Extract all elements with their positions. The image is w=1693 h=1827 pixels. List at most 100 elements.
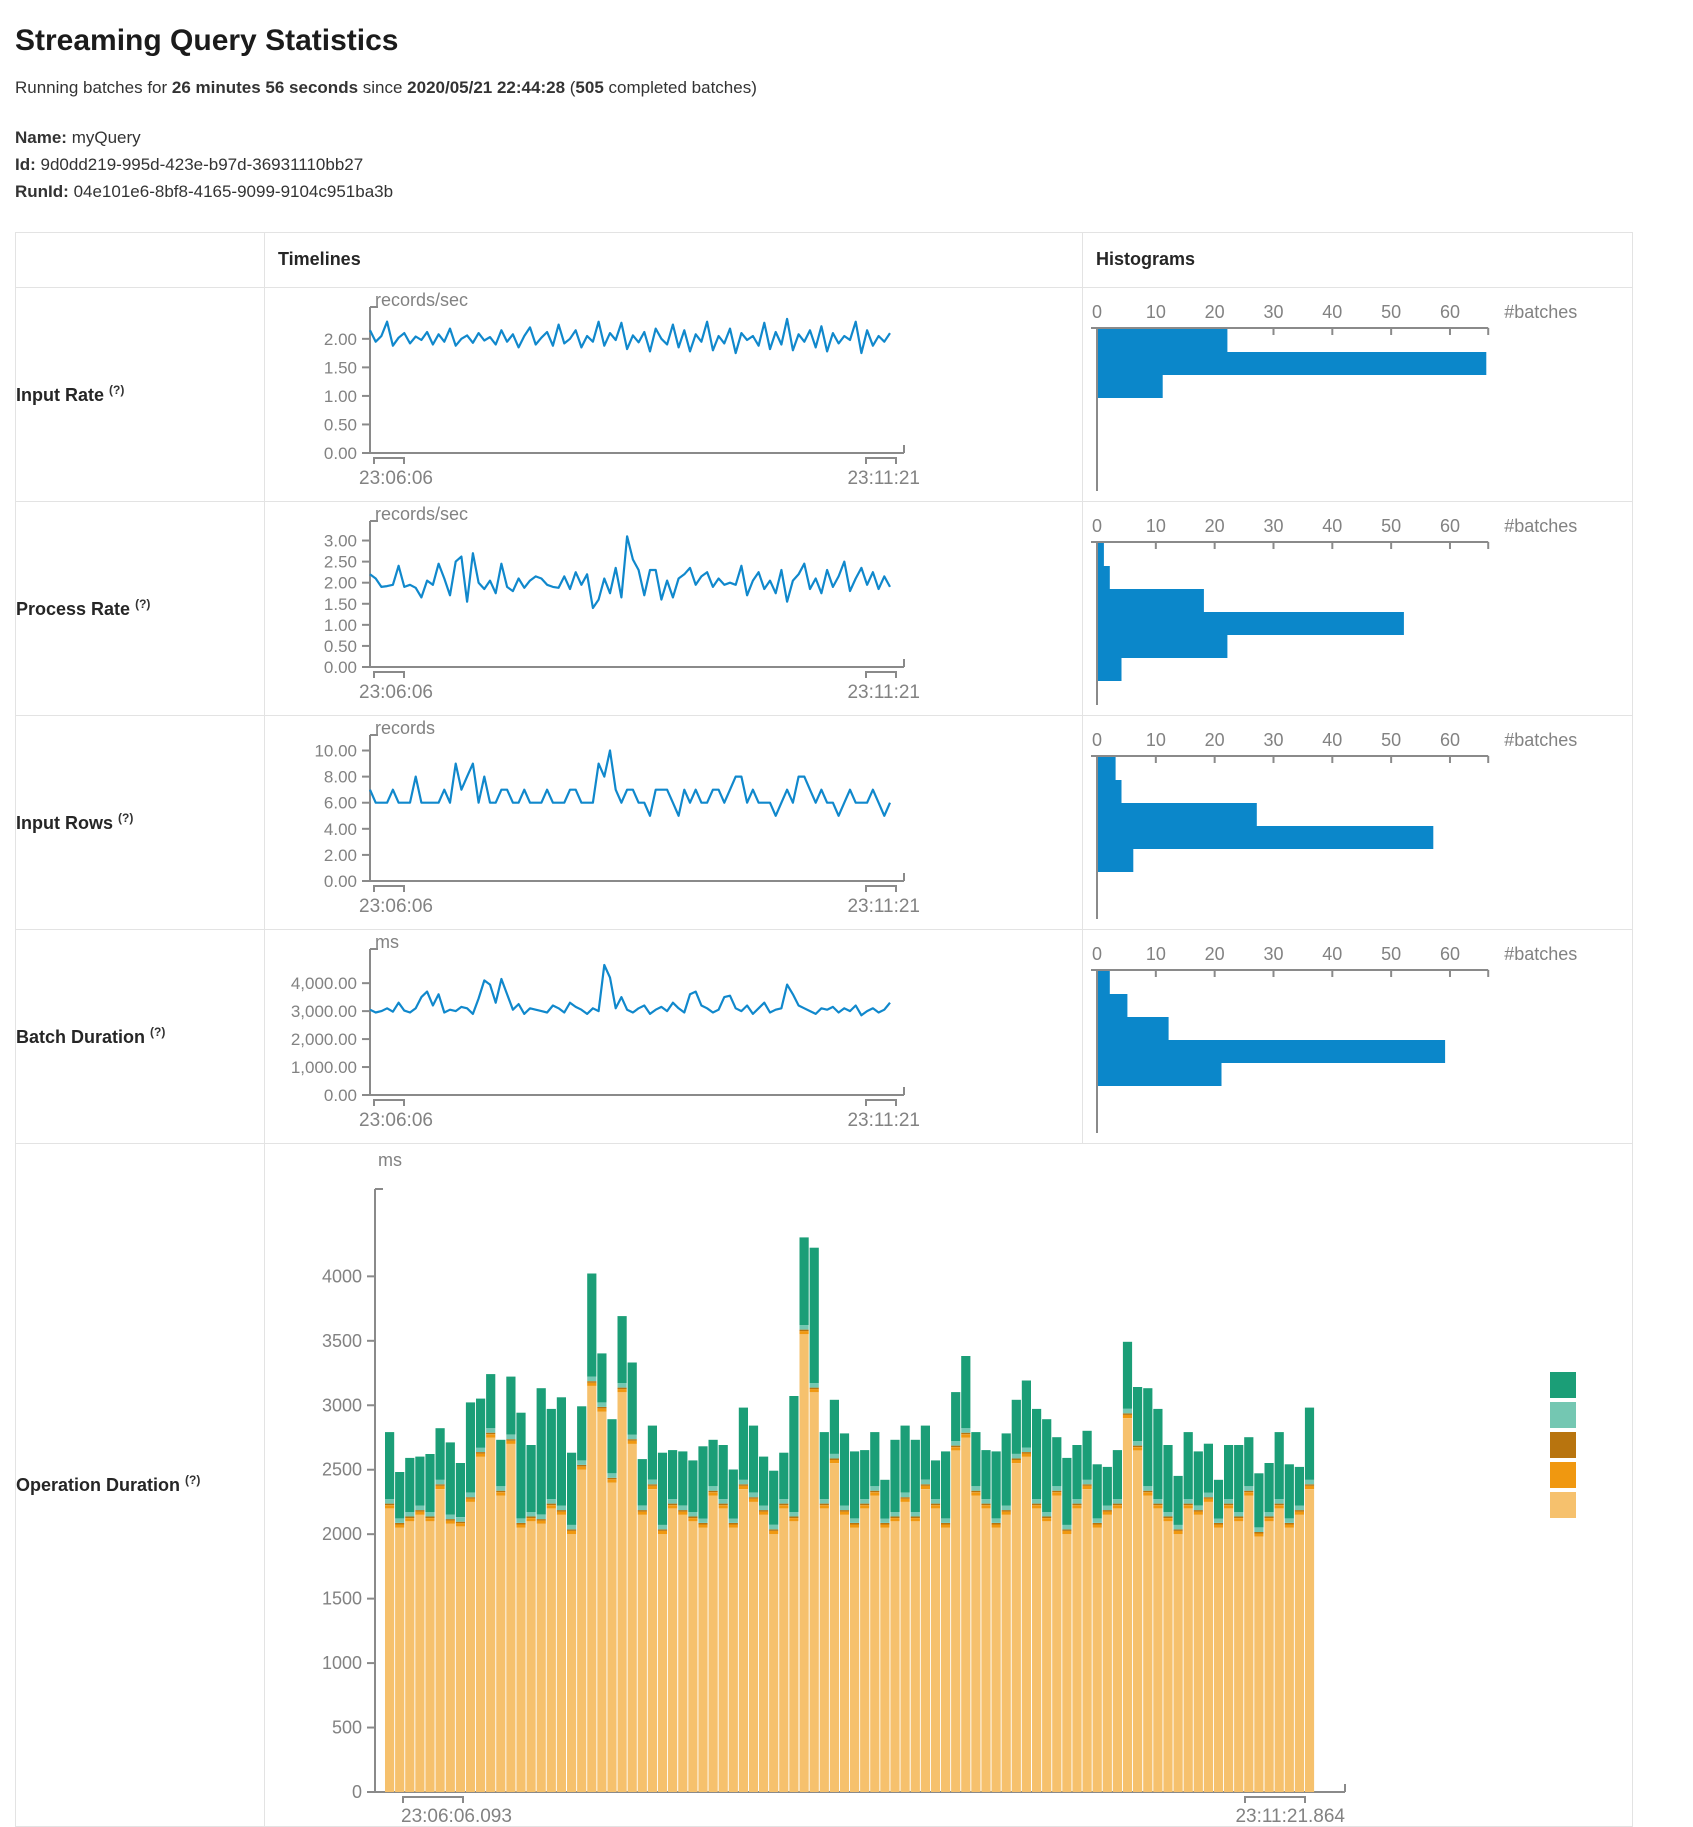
stacked-bar-segment xyxy=(1122,1341,1133,1409)
stacked-bar-segment xyxy=(1224,1507,1234,1792)
stacked-bar-segment xyxy=(435,1479,445,1484)
stacked-bar-segment xyxy=(385,1431,395,1499)
stacked-bar-segment xyxy=(799,1324,809,1330)
stacked-bar-segment xyxy=(1143,1495,1153,1792)
stacked-bar-segment xyxy=(1173,1530,1183,1534)
table-row: Input Rows (?) records 10.00 8.00 6.00 4.00 2… xyxy=(15,714,1633,930)
stacked-bar-segment xyxy=(1102,1466,1112,1506)
stacked-bar-segment xyxy=(900,1496,910,1499)
stacked-bar-segment xyxy=(678,1509,688,1512)
histogram-bar xyxy=(1098,565,1110,589)
svg-text:60: 60 xyxy=(1440,516,1460,536)
stacked-bar-segment xyxy=(910,1516,920,1518)
stacked-bar-segment xyxy=(748,1496,759,1499)
svg-text:1,000.00: 1,000.00 xyxy=(291,1058,357,1077)
help-icon[interactable]: (?) xyxy=(185,1473,201,1488)
svg-text:20: 20 xyxy=(1205,516,1225,536)
stacked-bar-segment xyxy=(789,1395,799,1512)
query-runid-value: 04e101e6-8bf8-4165-9099-9104c951ba3b xyxy=(73,182,394,202)
stacked-bar-segment xyxy=(839,1511,850,1515)
stacked-bar-segment xyxy=(617,1388,627,1392)
stacked-bar-segment xyxy=(930,1459,941,1499)
stacked-bar-segment xyxy=(688,1511,698,1517)
stacked-bar-segment xyxy=(951,1445,961,1447)
stacked-bar-segment xyxy=(1163,1444,1173,1512)
running-duration: 26 minutes 56 seconds xyxy=(171,78,359,97)
stacked-bar-segment xyxy=(1203,1496,1213,1499)
stacked-bar-segment xyxy=(961,1432,971,1434)
svg-text:#batches: #batches xyxy=(1504,944,1577,964)
stacked-bar-segment xyxy=(567,1530,577,1534)
stacked-bar-segment xyxy=(688,1516,698,1518)
stacked-bar-segment xyxy=(385,1504,395,1508)
stacked-bar-segment xyxy=(1011,1458,1021,1460)
svg-text:4,000.00: 4,000.00 xyxy=(291,974,357,993)
stacked-bar-segment xyxy=(850,1527,860,1792)
stacked-bar-segment xyxy=(951,1449,961,1792)
svg-text:0: 0 xyxy=(1092,516,1102,536)
help-icon[interactable]: (?) xyxy=(135,596,151,611)
stacked-bar-segment xyxy=(546,1504,556,1508)
stacked-bar-segment xyxy=(769,1524,779,1529)
stacked-bar-segment xyxy=(496,1439,506,1486)
stacked-bar-segment xyxy=(910,1439,920,1512)
stacked-bar-segment xyxy=(698,1522,708,1525)
stacked-bar-segment xyxy=(607,1418,617,1473)
stacked-bar-segment xyxy=(991,1522,1001,1525)
stacked-bar-segment xyxy=(647,1488,657,1792)
histogram-bar xyxy=(1098,351,1487,375)
stacked-bar-segment xyxy=(809,1247,819,1383)
stacked-bar-segment xyxy=(738,1483,748,1486)
stacked-bar-segment xyxy=(1234,1444,1244,1512)
stacked-bar-segment xyxy=(1143,1387,1153,1486)
stacked-bar-segment xyxy=(516,1527,526,1792)
stacked-bar-segment xyxy=(1193,1450,1203,1506)
row-label-text: Input Rate xyxy=(16,384,104,405)
stacked-bar-segment xyxy=(809,1391,819,1792)
svg-text:ms: ms xyxy=(375,932,399,952)
stacked-bar-segment xyxy=(961,1433,971,1438)
stacked-bar-segment xyxy=(1254,1531,1264,1534)
stacked-bar-segment xyxy=(1284,1524,1294,1528)
svg-text:#batches: #batches xyxy=(1504,516,1577,536)
stacked-bar-segment xyxy=(668,1507,678,1792)
batch-duration-timeline-chart: ms 4,000.00 3,000.00 2,000.00 1,000.00 0.00 23… xyxy=(265,930,1082,1143)
stacked-bar-segment xyxy=(1021,1380,1031,1448)
stacked-bar-segment xyxy=(718,1507,728,1792)
stacked-bar-segment xyxy=(465,1401,476,1493)
stacked-bar-segment xyxy=(789,1520,799,1792)
help-icon[interactable]: (?) xyxy=(118,810,134,825)
stacked-bar-segment xyxy=(1042,1520,1052,1792)
help-icon[interactable]: (?) xyxy=(109,382,125,397)
help-icon[interactable]: (?) xyxy=(150,1024,166,1039)
stacked-bar-segment xyxy=(486,1373,496,1428)
stacked-bar-segment xyxy=(850,1450,860,1518)
stacked-bar-segment xyxy=(516,1524,526,1528)
stacked-bar-segment xyxy=(496,1485,506,1491)
stacked-bar-segment xyxy=(1153,1504,1163,1508)
stacked-bar-segment xyxy=(577,1405,587,1460)
svg-text:30: 30 xyxy=(1263,516,1283,536)
stacked-bar-segment xyxy=(961,1355,971,1428)
stacked-bar-segment xyxy=(839,1514,850,1792)
stacked-bar-segment xyxy=(910,1517,920,1521)
svg-text:23:11:21: 23:11:21 xyxy=(847,896,920,917)
stacked-bar-segment xyxy=(748,1498,759,1502)
stacked-bar-segment xyxy=(445,1518,455,1521)
stacked-bar-segment xyxy=(415,1514,425,1792)
svg-text:1.00: 1.00 xyxy=(324,386,357,405)
timeline-svg: records 10.00 8.00 6.00 4.00 2.00 0.0023:06:06… xyxy=(314,718,920,917)
stacked-bar-segment xyxy=(930,1503,941,1505)
stacked-bar-segment xyxy=(1042,1517,1052,1521)
query-id-label: Id: xyxy=(15,155,36,175)
stacked-bar-segment xyxy=(455,1521,465,1523)
stacked-bar-segment xyxy=(385,1498,395,1504)
stacked-bar-segment xyxy=(678,1514,688,1792)
stacked-bar-segment xyxy=(395,1527,405,1792)
stacked-bar-segment xyxy=(1213,1524,1224,1528)
svg-text:4000: 4000 xyxy=(322,1266,362,1286)
stacked-bar-segment xyxy=(567,1533,577,1792)
stacked-bar-segment xyxy=(789,1517,799,1521)
stacked-bar-segment xyxy=(647,1425,657,1480)
histogram-bar xyxy=(1098,779,1122,803)
